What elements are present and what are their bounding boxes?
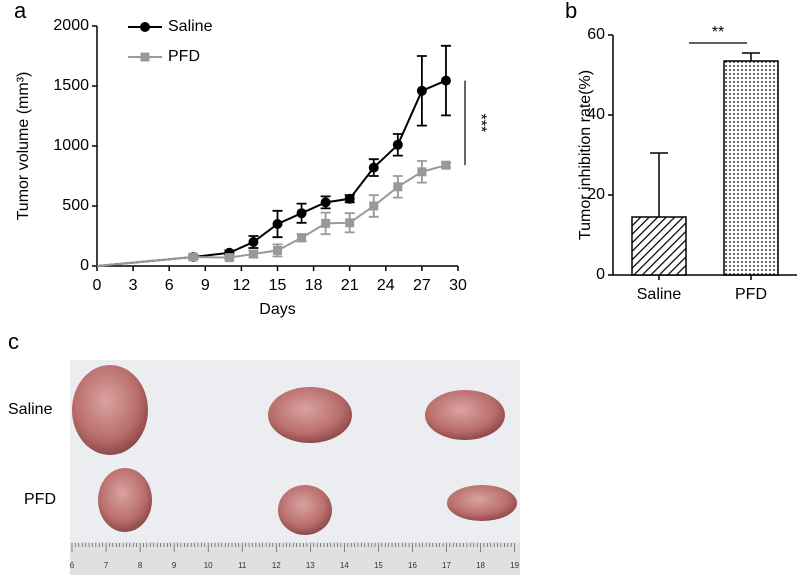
ruler-label: 14: [340, 561, 349, 570]
x-tick-label: 0: [93, 277, 102, 294]
marker: [224, 253, 234, 263]
legend-label: Saline: [168, 18, 213, 35]
legend-marker: [140, 22, 150, 32]
marker: [393, 182, 403, 192]
series-line: [96, 79, 447, 267]
marker: [296, 208, 307, 219]
row-label: PFD: [24, 491, 56, 508]
panel-label: b: [565, 0, 577, 23]
ruler-label: 10: [204, 561, 213, 570]
x-tick-label: 30: [449, 277, 467, 294]
marker: [188, 252, 198, 262]
marker: [392, 139, 403, 150]
marker: [272, 219, 283, 229]
x-tick-label: 21: [341, 277, 359, 294]
y-tick-label: 1000: [53, 137, 89, 154]
x-tick-label: Saline: [637, 286, 682, 303]
legend-marker: [140, 52, 150, 62]
y-axis-label: Tumor inhibition rate(%): [577, 70, 594, 240]
ruler-label: 8: [138, 561, 143, 570]
x-tick-label: 9: [201, 277, 210, 294]
error-bar: [650, 152, 668, 217]
ruler-label: 19: [510, 561, 519, 570]
tumor: [268, 387, 352, 443]
marker: [369, 201, 379, 211]
marker: [344, 193, 355, 204]
marker: [417, 167, 427, 177]
ruler-label: 12: [272, 561, 281, 570]
x-tick-label: 18: [305, 277, 323, 294]
legend-label: PFD: [168, 48, 200, 65]
marker: [320, 197, 331, 208]
marker: [273, 245, 282, 255]
ruler-label: 11: [238, 561, 247, 570]
ruler: [70, 542, 520, 575]
x-axis-label: Days: [259, 301, 295, 318]
significance-label: ***: [472, 114, 489, 133]
marker: [321, 218, 331, 228]
bar: [631, 216, 687, 276]
marker: [248, 249, 258, 259]
ruler-label: 15: [374, 561, 383, 570]
y-tick-label: 500: [62, 197, 89, 214]
x-tick-label: 15: [269, 277, 287, 294]
tumor: [447, 485, 517, 521]
x-tick-label: 24: [377, 277, 395, 294]
ruler-label: 17: [442, 561, 451, 570]
marker: [248, 237, 259, 247]
y-tick-label: 2000: [53, 17, 89, 34]
y-tick-label: 40: [587, 106, 605, 123]
significance-label: **: [712, 24, 724, 41]
x-tick-label: 3: [129, 277, 138, 294]
panel-label: c: [8, 329, 19, 354]
y-tick-label: 0: [596, 266, 605, 283]
x-tick-label: 12: [233, 277, 251, 294]
tumor: [98, 468, 152, 532]
marker: [345, 218, 355, 228]
x-tick-label: 6: [165, 277, 174, 294]
y-tick-label: 20: [587, 186, 605, 203]
tumor: [72, 365, 148, 455]
series-line: [96, 164, 447, 267]
marker: [441, 160, 451, 170]
y-tick-label: 0: [80, 257, 89, 274]
x-tick-label: PFD: [735, 286, 767, 303]
y-tick-label: 1500: [53, 77, 89, 94]
ruler-label: 6: [70, 561, 75, 570]
marker: [297, 233, 307, 243]
ruler-label: 16: [408, 561, 417, 570]
marker: [416, 85, 427, 96]
panel-label: a: [14, 0, 27, 23]
ruler-label: 7: [104, 561, 109, 570]
row-label: Saline: [8, 401, 53, 418]
tumor: [425, 390, 505, 440]
marker: [368, 162, 379, 173]
error-bar: [742, 52, 760, 61]
y-axis-label: Tumor volume (mm³): [15, 72, 32, 221]
y-tick-label: 60: [587, 26, 605, 43]
marker: [440, 75, 451, 86]
ruler-label: 13: [306, 561, 315, 570]
tumor: [278, 485, 332, 535]
ruler-label: 18: [476, 561, 485, 570]
bar: [723, 60, 779, 276]
tumor-photo: c Saline PFD 6 7 8 9 10 11 12 13 14 15 16 17 18 19: [8, 329, 520, 575]
ruler-label: 9: [172, 561, 177, 570]
x-tick-label: 27: [413, 277, 431, 294]
